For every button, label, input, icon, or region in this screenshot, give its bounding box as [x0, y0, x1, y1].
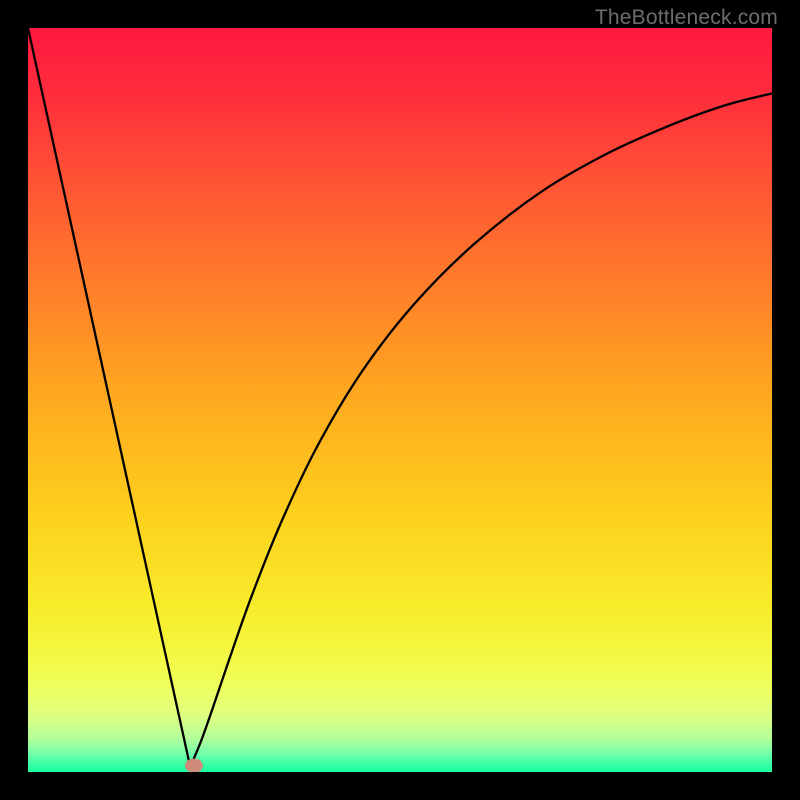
plot-background: [28, 28, 772, 772]
bottleneck-chart: [0, 0, 800, 800]
watermark-text: TheBottleneck.com: [595, 6, 778, 30]
vertex-marker: [185, 759, 203, 773]
